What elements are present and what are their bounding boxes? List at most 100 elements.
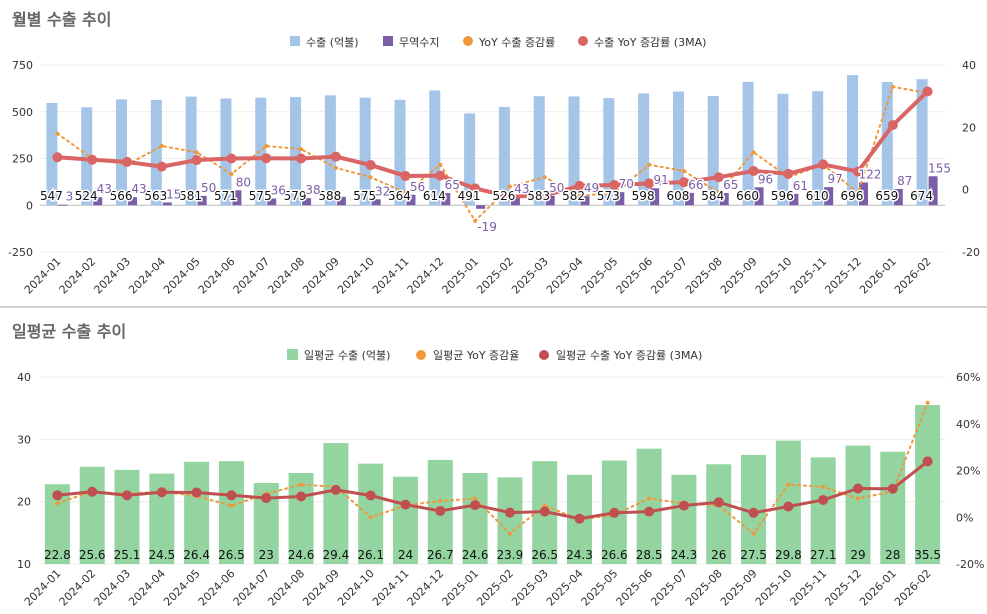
x-tick-label: 2026-02	[892, 567, 934, 609]
export-bar	[359, 97, 371, 206]
daily-yoy-point	[229, 503, 234, 508]
daily-export-bar	[392, 476, 418, 564]
trade-balance-label: 96	[758, 172, 773, 186]
daily-yoy-point	[368, 515, 373, 520]
trade-balance-label: 50	[201, 181, 216, 195]
y-tick-label: 30	[17, 433, 31, 446]
daily-yoy-point	[55, 501, 60, 506]
trade-balance-label: 65	[723, 178, 738, 192]
trade-balance-label: 87	[897, 174, 912, 188]
trade-balance-bar	[650, 188, 660, 206]
export-value-label: 524	[75, 189, 98, 203]
daily-export-value-label: 26.5	[531, 548, 558, 562]
export-bar	[742, 81, 754, 206]
yoy-3ma-point	[191, 155, 202, 166]
trade-balance-label: 70	[619, 177, 634, 191]
x-tick-label: 2025-02	[474, 255, 516, 297]
daily-export-value-label: 27.1	[810, 548, 837, 562]
trade-balance-bar	[93, 197, 103, 206]
yoy-3ma-point	[504, 191, 515, 202]
yoy-line	[56, 85, 929, 223]
daily-yoy-3ma-point	[191, 487, 202, 498]
export-bar	[116, 99, 128, 206]
x-tick-label: 2025-07	[648, 255, 690, 297]
legend-swatch	[287, 349, 298, 360]
x-tick-label: 2024-05	[161, 255, 203, 297]
y2-tick-label: 20	[962, 121, 976, 134]
export-value-label: 660	[736, 189, 759, 203]
daily-export-value-label: 24.3	[671, 548, 698, 562]
daily-yoy-3ma-point	[539, 506, 550, 517]
x-tick-label: 2025-11	[788, 255, 830, 297]
export-value-label: 575	[353, 189, 376, 203]
daily-export-bar	[497, 477, 523, 564]
x-tick-label: 2025-01	[440, 567, 482, 609]
export-value-label: 659	[875, 189, 898, 203]
daily-yoy-3ma-point	[678, 500, 689, 511]
trade-balance-bar	[928, 176, 938, 206]
daily-export-bar	[462, 472, 488, 564]
daily-yoy-3ma-point	[574, 513, 585, 524]
daily-export-value-label: 23	[259, 548, 274, 562]
yoy-3ma-line	[57, 90, 929, 199]
x-tick-label: 2024-08	[265, 567, 307, 609]
export-bar	[429, 90, 441, 206]
daily-yoy-3ma-point	[852, 483, 863, 494]
x-tick-label: 2025-08	[683, 567, 725, 609]
trade-balance-label: 32	[375, 184, 390, 198]
yoy-point	[507, 184, 512, 189]
trade-balance-bar	[684, 192, 694, 206]
daily-yoy-point	[542, 503, 547, 508]
x-tick-label: 2024-12	[405, 255, 447, 297]
yoy-point	[647, 162, 652, 167]
yoy-point	[368, 175, 373, 180]
daily-export-bar	[218, 461, 244, 564]
export-value-label: 575	[249, 189, 272, 203]
trade-balance-bar	[545, 195, 555, 206]
daily-yoy-3ma-point	[261, 493, 272, 504]
daily-export-value-label: 28	[885, 548, 900, 562]
trade-balance-bar	[858, 182, 868, 206]
daily-export-bar	[845, 445, 871, 564]
x-tick-label: 2025-06	[614, 567, 656, 609]
yoy-3ma-point	[52, 152, 63, 163]
x-tick-label: 2024-10	[335, 567, 377, 609]
daily-yoy-3ma-point	[922, 456, 933, 467]
yoy-3ma-point	[852, 166, 863, 177]
x-tick-label: 2024-09	[300, 255, 342, 297]
trade-balance-label: 3	[66, 190, 74, 204]
daily-export-value-label: 26.4	[183, 548, 210, 562]
yoy-3ma-point	[87, 154, 98, 165]
y2-tick-label: -20	[962, 246, 980, 259]
trade-balance-label: 155	[928, 161, 951, 175]
export-value-label: 608	[666, 189, 689, 203]
yoy-point	[716, 190, 721, 195]
trade-balance-bar	[162, 202, 172, 206]
legend-swatch	[383, 36, 393, 46]
daily-export-bar	[671, 474, 697, 564]
export-value-label: 564	[388, 189, 411, 203]
daily-yoy-point	[647, 496, 652, 501]
trade-balance-bar	[267, 198, 277, 206]
daily-export-value-label: 24.5	[148, 548, 175, 562]
trade-balance-label: 49	[584, 181, 599, 195]
legend-swatch	[290, 36, 300, 46]
export-bar	[812, 91, 824, 206]
export-bar	[46, 102, 58, 206]
x-tick-label: 2024-01	[22, 567, 64, 609]
x-tick-label: 2025-11	[788, 567, 830, 609]
y2-tick-label: 40%	[956, 418, 980, 431]
trade-balance-bar	[754, 187, 764, 206]
x-tick-label: 2024-02	[57, 567, 99, 609]
export-bar	[394, 99, 406, 206]
daily-export-value-label: 35.5	[914, 548, 941, 562]
y-tick-label: 10	[17, 558, 31, 571]
daily-export-bar	[323, 443, 349, 564]
trade-balance-label: 36	[271, 184, 286, 198]
export-bar	[185, 96, 197, 206]
export-value-label: 582	[562, 189, 585, 203]
daily-export-bar	[114, 469, 140, 564]
export-bar	[846, 75, 858, 206]
trade-balance-bar	[232, 190, 242, 206]
export-value-label: 491	[458, 189, 481, 203]
